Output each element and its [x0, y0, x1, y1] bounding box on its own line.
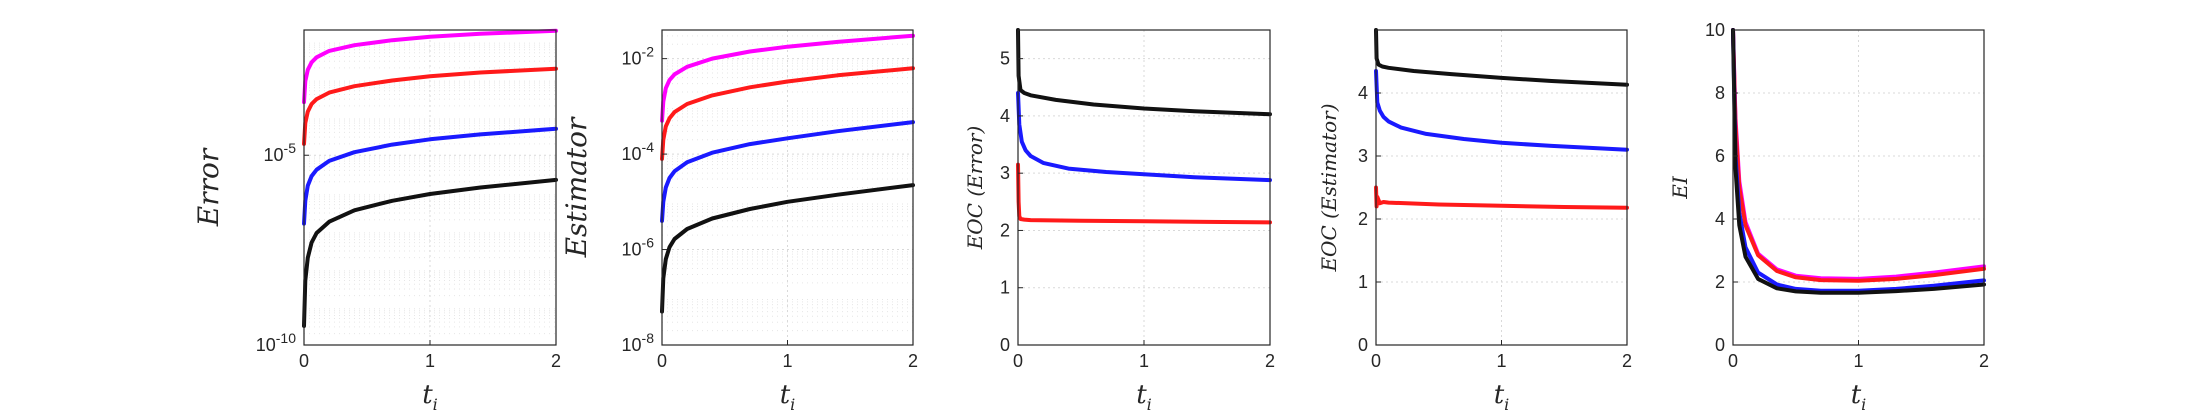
series-line-magenta [660, 33, 915, 123]
x-tick-label: 2 [908, 351, 918, 371]
y-tick-label: 4 [1000, 106, 1010, 126]
y-axis-label: EOC (Estimator) [1317, 103, 1341, 272]
y-tick-label: 4 [1715, 209, 1725, 229]
series-line-red [660, 66, 915, 161]
y-tick-label: 10 [1705, 20, 1725, 40]
y-tick-label: 1 [1000, 278, 1010, 298]
y-tick-label: 0 [1000, 335, 1010, 355]
x-tick-label: 0 [299, 351, 309, 371]
series-line-black [660, 183, 915, 314]
series-line-blue [1374, 69, 1629, 152]
y-tick-label: 10-4 [622, 139, 655, 164]
y-tick-label: 10-2 [622, 44, 655, 69]
y-tick-label: 2 [1715, 272, 1725, 292]
x-tick-label: 0 [1728, 351, 1738, 371]
x-axis-label: ti [1494, 380, 1510, 414]
series-line-black [1374, 28, 1629, 87]
series-line-blue [1016, 91, 1272, 183]
x-tick-label: 1 [425, 351, 435, 371]
y-tick-label: 0 [1358, 335, 1368, 355]
y-tick-label: 0 [1715, 335, 1725, 355]
x-tick-label: 0 [657, 351, 667, 371]
axes-frame [1732, 29, 1985, 346]
y-tick-label: 8 [1715, 83, 1725, 103]
chart-panel-2: 0 1 2 10-8 10-6 10-4 10-2 ti Estimator [560, 29, 918, 414]
series-line-blue [660, 120, 915, 223]
x-tick-label: 2 [1622, 351, 1632, 371]
chart-panel-5: 0 1 2 0 2 4 6 8 10 ti EI [1668, 20, 1989, 414]
x-axis-label: ti [422, 380, 438, 414]
x-tick-label: 1 [1853, 351, 1863, 371]
series-line-blue [302, 126, 558, 226]
y-tick-label: 10-6 [622, 235, 655, 260]
chart-panel-1: 0 1 2 10-10 10-5 ti Error [192, 28, 561, 414]
x-tick-label: 2 [551, 351, 561, 371]
y-tick-label: 5 [1000, 49, 1010, 69]
y-tick-label: 3 [1000, 163, 1010, 183]
y-tick-label: 1 [1358, 272, 1368, 292]
y-tick-label: 4 [1358, 83, 1368, 103]
x-axis-label: ti [780, 380, 796, 414]
x-tick-label: 2 [1265, 351, 1275, 371]
series-line-magenta [302, 28, 558, 105]
y-tick-label: 2 [1000, 220, 1010, 240]
series-line-red [1016, 162, 1272, 225]
series-line-black [302, 177, 558, 328]
y-axis-label: Error [192, 147, 225, 227]
chart-panel-4: 0 1 2 0 1 2 3 4 ti EOC (Estimator) [1317, 28, 1632, 414]
x-axis-label: ti [1136, 380, 1152, 414]
y-tick-label: 10-10 [256, 330, 296, 355]
y-axis-label: Estimator [560, 116, 593, 258]
y-tick-label: 10-8 [622, 330, 655, 355]
y-tick-label: 10-5 [264, 140, 297, 165]
series-line-red [1374, 185, 1629, 210]
x-tick-label: 2 [1979, 351, 1989, 371]
y-axis-label: EOC (Error) [963, 126, 987, 251]
x-tick-label: 1 [782, 351, 792, 371]
y-tick-label: 3 [1358, 146, 1368, 166]
series-line-black [1016, 28, 1272, 117]
x-tick-label: 1 [1496, 351, 1506, 371]
chart-panel-3: 0 1 2 0 1 2 3 4 5 ti EOC (Error) [963, 28, 1275, 414]
y-tick-label: 2 [1358, 209, 1368, 229]
x-axis-label: ti [1851, 380, 1867, 414]
axes-frame [1017, 29, 1271, 346]
x-tick-label: 1 [1139, 351, 1149, 371]
x-tick-label: 0 [1371, 351, 1381, 371]
y-axis-label: EI [1668, 175, 1692, 200]
y-tick-label: 6 [1715, 146, 1725, 166]
x-tick-label: 0 [1013, 351, 1023, 371]
series-line-black [1731, 28, 1986, 295]
series-line-red [302, 66, 558, 146]
